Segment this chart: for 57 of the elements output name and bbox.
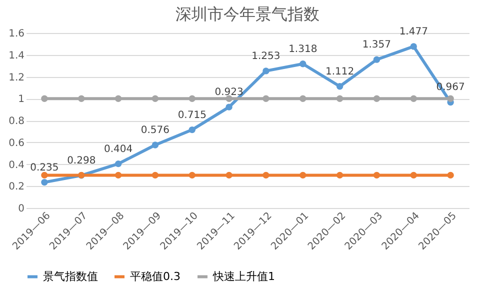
chart-title: 深圳市今年景气指数 bbox=[176, 4, 320, 24]
data-label: 1.318 bbox=[288, 44, 318, 55]
point bbox=[226, 172, 232, 179]
point bbox=[373, 56, 380, 63]
point bbox=[188, 126, 196, 134]
point bbox=[262, 172, 270, 179]
point bbox=[336, 83, 344, 90]
y-tick-label: 0 bbox=[18, 204, 24, 214]
y-tick-label: 0.2 bbox=[8, 182, 24, 193]
y-tick-label: 1.2 bbox=[8, 72, 24, 84]
data-label: 1.477 bbox=[399, 26, 428, 38]
point bbox=[188, 95, 196, 102]
point bbox=[152, 172, 159, 179]
point bbox=[41, 178, 48, 186]
point bbox=[300, 95, 306, 102]
y-tick-label: 0.4 bbox=[8, 160, 24, 171]
point bbox=[447, 95, 454, 102]
point bbox=[336, 95, 344, 102]
point bbox=[447, 172, 454, 179]
point bbox=[226, 95, 232, 102]
data-label: 0.923 bbox=[214, 87, 244, 98]
data-label: 0.715 bbox=[178, 110, 206, 121]
legend-label: 景气指数值 bbox=[43, 270, 98, 283]
point bbox=[410, 43, 417, 50]
point bbox=[410, 172, 417, 179]
point bbox=[262, 68, 270, 74]
point bbox=[262, 95, 270, 102]
data-label: 0.404 bbox=[104, 144, 133, 155]
point bbox=[114, 95, 122, 102]
point bbox=[226, 104, 232, 110]
point bbox=[300, 60, 306, 68]
point bbox=[410, 95, 417, 102]
point bbox=[152, 142, 159, 148]
data-label: 0.298 bbox=[67, 155, 96, 166]
data-label: 1.112 bbox=[325, 66, 354, 78]
y-tick-label: 0.8 bbox=[8, 116, 24, 127]
point bbox=[114, 172, 122, 179]
y-tick-label: 0.6 bbox=[8, 138, 24, 149]
y-tick-label: 1.4 bbox=[8, 50, 24, 62]
point bbox=[373, 172, 380, 179]
data-label: 0.576 bbox=[140, 125, 170, 136]
data-label: 0.235 bbox=[30, 162, 59, 174]
legend-label: 平稳值0.3 bbox=[130, 270, 180, 283]
y-tick-label: 1.6 bbox=[8, 28, 24, 40]
point bbox=[78, 95, 85, 102]
legend-label: 快速上升值1 bbox=[212, 270, 275, 283]
point bbox=[373, 95, 380, 102]
point bbox=[41, 95, 48, 102]
point bbox=[336, 172, 344, 179]
data-label: 1.357 bbox=[362, 40, 392, 51]
point bbox=[114, 160, 122, 168]
point bbox=[41, 172, 48, 179]
point bbox=[300, 172, 306, 179]
point bbox=[188, 172, 196, 179]
point bbox=[152, 95, 159, 102]
data-label: 1.253 bbox=[252, 50, 280, 62]
y-tick-label: 1 bbox=[18, 94, 24, 106]
